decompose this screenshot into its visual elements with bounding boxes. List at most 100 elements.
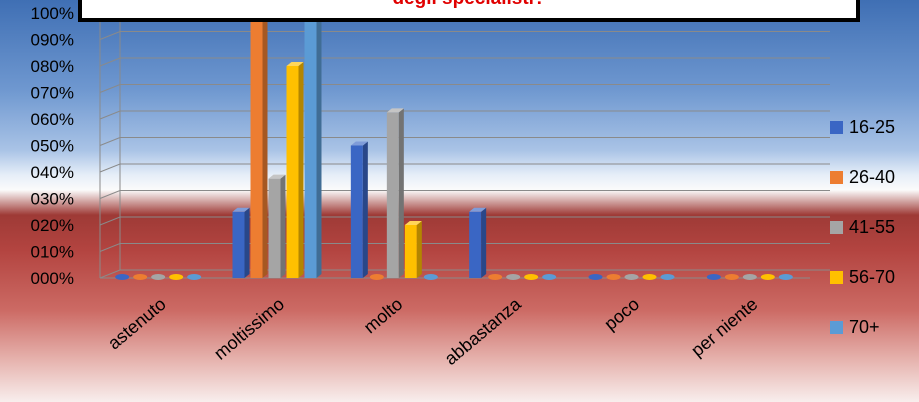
legend-swatch bbox=[830, 171, 843, 184]
bar-zero-marker bbox=[187, 274, 201, 280]
bar-zero-marker bbox=[761, 274, 775, 280]
bar-front bbox=[351, 146, 363, 279]
bar bbox=[424, 274, 438, 280]
legend-label: 56-70 bbox=[849, 267, 895, 288]
bar bbox=[524, 274, 538, 280]
bar-zero-marker bbox=[707, 274, 721, 280]
y-tick-label: 070% bbox=[31, 84, 74, 103]
gridline bbox=[100, 217, 830, 225]
legend-item: 26-40 bbox=[830, 165, 895, 189]
gridline bbox=[100, 32, 830, 40]
bar-zero-marker bbox=[424, 274, 438, 280]
bar bbox=[370, 274, 384, 280]
legend-item: 16-25 bbox=[830, 115, 895, 139]
bar bbox=[661, 274, 675, 280]
bar-zero-marker bbox=[661, 274, 675, 280]
bar-zero-marker bbox=[488, 274, 502, 280]
bar bbox=[151, 274, 165, 280]
bar-side bbox=[481, 208, 486, 278]
bar-zero-marker bbox=[370, 274, 384, 280]
gridline bbox=[100, 58, 830, 66]
y-tick-label: 030% bbox=[31, 190, 74, 209]
bar-zero-marker bbox=[506, 274, 520, 280]
bar-zero-marker bbox=[725, 274, 739, 280]
bar-zero-marker bbox=[133, 274, 147, 280]
bar bbox=[725, 274, 739, 280]
x-axis-ticks: astenuto moltissimo molto abbastanza poco per… bbox=[104, 293, 761, 369]
bar bbox=[469, 208, 486, 278]
bar bbox=[133, 274, 147, 280]
bar bbox=[169, 274, 183, 280]
legend-label: 41-55 bbox=[849, 217, 895, 238]
bar bbox=[387, 108, 404, 278]
legend-label: 26-40 bbox=[849, 167, 895, 188]
bar bbox=[488, 274, 502, 280]
x-tick-label: abbastanza bbox=[441, 293, 526, 369]
gridline bbox=[100, 85, 830, 93]
bar bbox=[269, 175, 286, 278]
bar bbox=[743, 274, 757, 280]
bar-front bbox=[269, 179, 281, 278]
y-tick-label: 000% bbox=[31, 269, 74, 288]
bar-zero-marker bbox=[607, 274, 621, 280]
chart-title: degli specialisti? bbox=[82, 0, 856, 10]
bar bbox=[187, 274, 201, 280]
bar bbox=[287, 62, 304, 278]
bar-zero-marker bbox=[589, 274, 603, 280]
x-tick-label: moltissimo bbox=[210, 294, 288, 364]
gridline bbox=[100, 191, 830, 199]
bar bbox=[761, 274, 775, 280]
x-tick-label: per niente bbox=[687, 294, 761, 361]
bar bbox=[625, 274, 639, 280]
bar-front bbox=[469, 212, 481, 278]
legend-item: 56-70 bbox=[830, 265, 895, 289]
bar bbox=[542, 274, 556, 280]
bar-side bbox=[281, 175, 286, 278]
gridline bbox=[100, 111, 830, 119]
bar-front bbox=[251, 13, 263, 278]
bar-side bbox=[245, 208, 250, 278]
bar bbox=[115, 274, 129, 280]
bar bbox=[707, 274, 721, 280]
bar bbox=[506, 274, 520, 280]
legend-swatch bbox=[830, 271, 843, 284]
y-tick-label: 050% bbox=[31, 137, 74, 156]
legend-label: 16-25 bbox=[849, 117, 895, 138]
bar bbox=[233, 208, 250, 278]
bar-zero-marker bbox=[151, 274, 165, 280]
bar-zero-marker bbox=[169, 274, 183, 280]
legend-item: 70+ bbox=[830, 315, 880, 339]
x-tick-label: astenuto bbox=[104, 294, 170, 354]
bar-side bbox=[363, 142, 368, 279]
legend-label: 70+ bbox=[849, 317, 880, 338]
bar-zero-marker bbox=[115, 274, 129, 280]
bar-front bbox=[305, 13, 317, 278]
y-axis-ticks: 000% 010% 020% 030% 040% 050% 060% 070% 080% 090%… bbox=[31, 4, 74, 288]
bar bbox=[643, 274, 657, 280]
legend-swatch bbox=[830, 221, 843, 234]
gridline bbox=[100, 138, 830, 146]
legend-item: 41-55 bbox=[830, 215, 895, 239]
bar-side bbox=[299, 62, 304, 278]
chart-gridlines bbox=[100, 5, 830, 278]
bar bbox=[351, 142, 368, 279]
bar-zero-marker bbox=[779, 274, 793, 280]
y-tick-label: 010% bbox=[31, 243, 74, 262]
bar bbox=[607, 274, 621, 280]
bar-zero-marker bbox=[542, 274, 556, 280]
bar-side bbox=[263, 9, 268, 278]
x-tick-label: poco bbox=[600, 294, 643, 334]
bar-zero-marker bbox=[625, 274, 639, 280]
bar-side bbox=[417, 221, 422, 278]
bar bbox=[251, 9, 268, 278]
bar-front bbox=[233, 212, 245, 278]
y-tick-label: 020% bbox=[31, 216, 74, 235]
y-tick-label: 080% bbox=[31, 57, 74, 76]
bar-front bbox=[287, 66, 299, 278]
y-tick-label: 040% bbox=[31, 163, 74, 182]
bar bbox=[405, 221, 422, 278]
bar-front bbox=[387, 112, 399, 278]
bar bbox=[589, 274, 603, 280]
gridline bbox=[100, 244, 830, 252]
